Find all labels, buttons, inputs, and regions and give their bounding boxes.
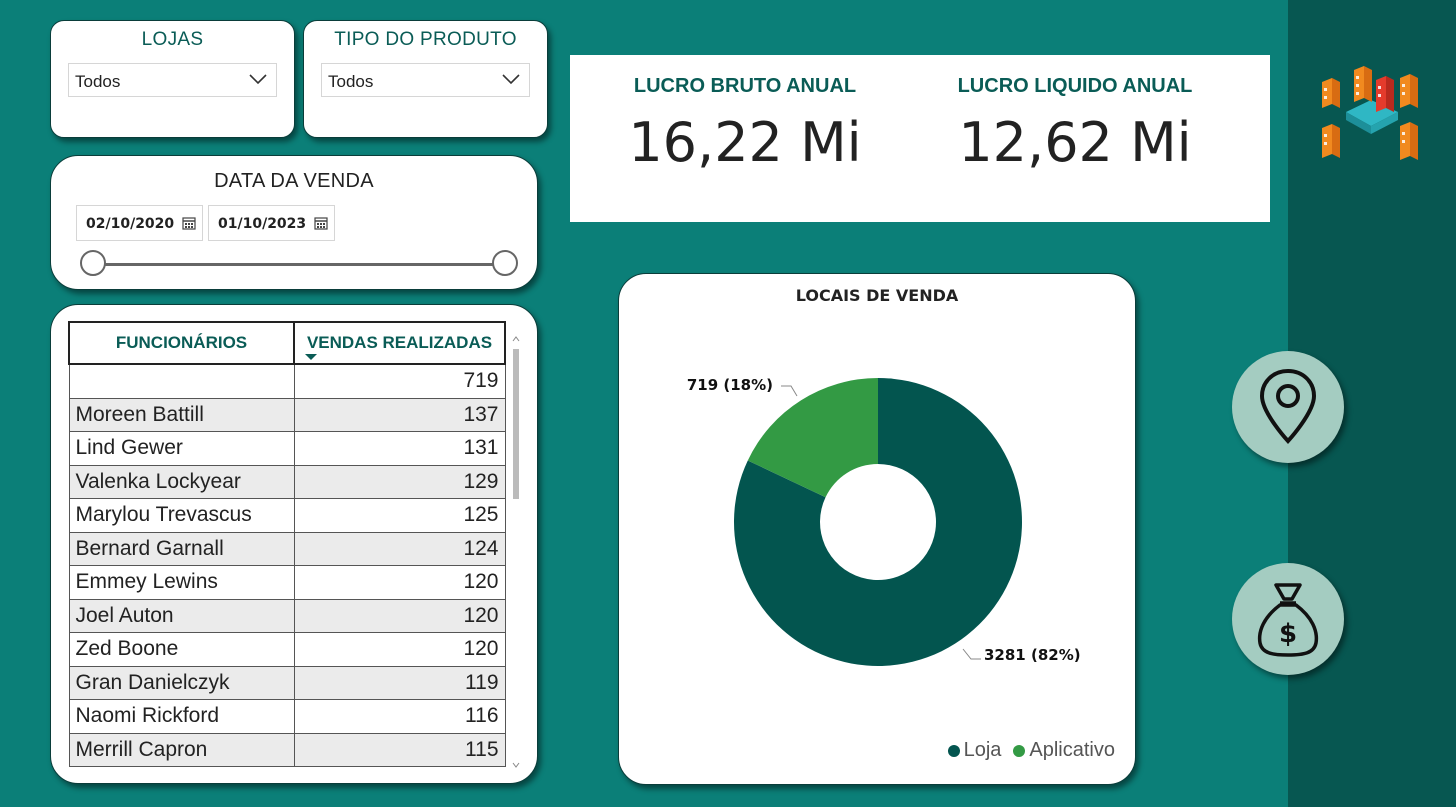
cell-funcionario: Valenka Lockyear [68,464,295,499]
tipo-produto-dropdown[interactable]: Todos [321,63,530,97]
cell-vendas: 116 [293,699,506,734]
header-vendas-label: VENDAS REALIZADAS [306,333,493,352]
lucro-bruto-label: LUCRO BRUTO ANUAL [633,75,857,97]
donut-slice-loja[interactable] [734,378,1022,666]
lojas-title: LOJAS [141,29,204,50]
data-label-leader [962,648,981,660]
table-row[interactable]: Marylou Trevascus 125 [68,498,506,533]
date-slider-end-handle[interactable] [492,250,518,276]
cell-vendas: 137 [293,397,506,432]
money-button[interactable]: $ [1232,563,1344,675]
cell-vendas: 124 [293,531,506,566]
lucro-liquido-value: 12,62 Mi [958,111,1192,174]
cell-funcionario: Naomi Rickford [68,699,295,734]
table-row[interactable]: Merrill Capron 115 [68,732,506,767]
lojas-dropdown[interactable]: Todos [68,63,277,97]
lucro-liquido-label: LUCRO LIQUIDO ANUAL [957,75,1193,97]
chevron-down-icon [502,74,520,85]
header-funcionarios[interactable]: FUNCIONÁRIOS [68,321,295,365]
legend-dot-loja [947,744,960,757]
legend-label-loja: Loja [963,739,1002,761]
table-scrollbar[interactable] [512,335,520,769]
cell-funcionario [68,363,295,399]
lojas-slicer: LOJAS Todos [50,20,295,138]
table-row[interactable]: Naomi Rickford 116 [68,699,506,734]
kpi-card: LUCRO BRUTO ANUAL 16,22 Mi LUCRO LIQUIDO… [570,55,1270,222]
tipo-produto-slicer: TIPO DO PRODUTO Todos [303,20,548,138]
end-date-input[interactable]: 01/10/2023 [208,205,335,241]
cell-vendas: 125 [293,498,506,533]
legend-dot-aplicativo [1013,744,1026,757]
legend-item-aplicativo[interactable]: Aplicativo [1013,739,1115,762]
cell-funcionario: Gran Danielczyk [68,665,295,700]
cell-vendas: 129 [293,464,506,499]
cell-vendas: 119 [293,665,506,700]
calendar-icon [314,217,328,230]
data-label-aplicativo: 719 (18%) [687,376,773,394]
lucro-bruto-value: 16,22 Mi [628,111,862,174]
cell-funcionario: Emmey Lewins [68,565,295,600]
start-date-input[interactable]: 02/10/2020 [76,205,203,241]
cell-vendas: 120 [293,598,506,633]
cell-vendas: 115 [293,732,506,767]
cell-funcionario: Moreen Battill [68,397,295,432]
cell-vendas: 719 [293,363,506,399]
locais-venda-card: LOCAIS DE VENDA 3281 (82%) 719 (18%) Loja… [618,273,1136,785]
table-row[interactable]: Joel Auton 120 [68,598,506,633]
tipo-produto-value: Todos [328,72,374,91]
funcionarios-table-card: FUNCIONÁRIOS VENDAS REALIZADAS 719 Moreen… [50,304,538,784]
data-label-leader [781,385,798,397]
svg-text:$: $ [1279,619,1297,649]
chart-title: LOCAIS DE VENDA [795,286,959,305]
table-row[interactable]: 719 [68,363,506,399]
sort-descending-icon [305,354,317,360]
end-date-value: 01/10/2023 [218,216,307,232]
data-venda-title: DATA DA VENDA [214,170,374,192]
calendar-icon [182,217,196,230]
map-pin-icon [1259,368,1317,444]
data-venda-slicer: DATA DA VENDA 02/10/2020 01/10/2023 [50,155,538,290]
money-bag-icon: $ [1257,583,1319,657]
tipo-produto-title: TIPO DO PRODUTO [334,29,517,50]
date-slider-track[interactable] [93,263,505,266]
donut-slice-aplicativo[interactable] [747,378,878,498]
legend-item-loja[interactable]: Loja [947,739,1002,762]
cell-funcionario: Lind Gewer [68,431,295,466]
table-row[interactable]: Gran Danielczyk 119 [68,665,506,700]
buildings-logo-icon [1322,66,1418,160]
cell-funcionario: Joel Auton [68,598,295,633]
date-slider-start-handle[interactable] [80,250,106,276]
table-row[interactable]: Zed Boone 120 [68,632,506,667]
table-row[interactable]: Emmey Lewins 120 [68,565,506,600]
chevron-down-icon [249,74,267,85]
cell-vendas: 120 [293,632,506,667]
funcionarios-table: FUNCIONÁRIOS VENDAS REALIZADAS 719 Moreen… [68,321,506,767]
map-button[interactable] [1232,351,1344,463]
table-row[interactable]: Valenka Lockyear 129 [68,464,506,499]
cell-funcionario: Bernard Garnall [68,531,295,566]
chart-legend: Loja Aplicativo [947,739,1115,762]
cell-funcionario: Zed Boone [68,632,295,667]
table-row[interactable]: Moreen Battill 137 [68,397,506,432]
cell-vendas: 120 [293,565,506,600]
donut-chart: 3281 (82%) 719 (18%) [687,376,1081,666]
header-vendas-realizadas[interactable]: VENDAS REALIZADAS [293,321,506,365]
table-row[interactable]: Bernard Garnall 124 [68,531,506,566]
legend-label-aplicativo: Aplicativo [1029,739,1115,761]
table-row[interactable]: Lind Gewer 131 [68,431,506,466]
cell-funcionario: Marylou Trevascus [68,498,295,533]
cell-vendas: 131 [293,431,506,466]
table-header-row: FUNCIONÁRIOS VENDAS REALIZADAS [68,321,506,365]
lojas-value: Todos [75,72,121,91]
start-date-value: 02/10/2020 [86,216,175,232]
data-label-loja: 3281 (82%) [984,646,1081,664]
cell-funcionario: Merrill Capron [68,732,295,767]
